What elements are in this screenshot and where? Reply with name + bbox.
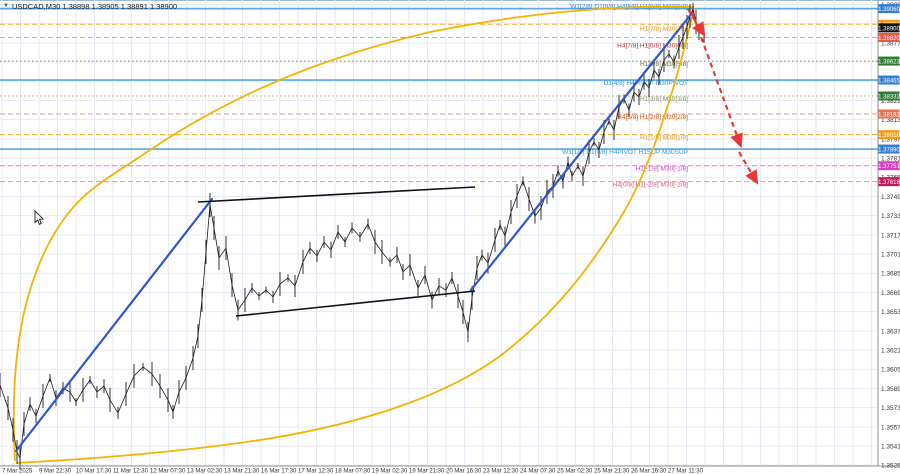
current-price-badge <box>878 23 900 33</box>
time-tick-label: 27 Mar 11:30 <box>668 469 704 474</box>
level-label: H1[1/8] M30[1/8] <box>640 135 688 142</box>
time-tick-label: 7 Mar 2025 <box>2 469 33 474</box>
price-tick-label: 1.35575 <box>881 424 900 431</box>
price-badge-text: 1.37618 <box>878 180 900 186</box>
chart-title: USDCAD,M30 1.38898 1.38905 1.38891 1.389… <box>11 1 178 11</box>
price-tick-label: 1.35895 <box>881 386 900 393</box>
forecast-arrow-3 <box>738 151 759 185</box>
price-badge <box>878 130 900 140</box>
price-badge <box>878 56 900 66</box>
price-badge <box>878 75 900 85</box>
channel-upper <box>197 186 476 203</box>
ellipse-overlay <box>12 5 695 464</box>
window-top-edge <box>0 0 900 1</box>
uptrend-left <box>14 197 214 453</box>
price-badge-text: 1.38623 <box>878 60 900 66</box>
ellipse-lower-arc <box>16 7 695 464</box>
price-badge-text: 1.37890 <box>878 148 900 154</box>
time-tick-label: 13 Mar 02:30 <box>187 469 223 474</box>
price-tick-label: 1.38295 <box>881 98 900 105</box>
price-tick-label: 1.37335 <box>881 213 900 220</box>
price-polyline <box>0 7 705 460</box>
time-tick-label: 13 Mar 21:30 <box>224 469 260 474</box>
forecast-arrow-2 <box>690 11 743 149</box>
time-tick-label: 11 Mar 12:30 <box>113 469 149 474</box>
time-tick-label: 19 Mar 21:30 <box>409 469 445 474</box>
price-badge <box>878 144 900 154</box>
chart-symbol-icon: ▼ <box>3 3 9 9</box>
mouse-cursor <box>34 210 45 225</box>
forecast-arrow-1 <box>687 8 706 37</box>
price-badge-text: 1.38010 <box>878 133 900 139</box>
price-badge-text: 1.38332 <box>878 95 900 101</box>
price-tick-label: 1.36215 <box>881 348 900 355</box>
price-badge-text: 1.37751 <box>878 164 900 170</box>
time-tick-label: 26 Mar 16:30 <box>631 469 667 474</box>
price-tick-label: 1.36695 <box>881 290 900 297</box>
time-tick-label: 18 Mar 07:30 <box>335 469 371 474</box>
price-tick-label: 1.35415 <box>881 444 900 451</box>
price-badge-text: 1.39060 <box>878 7 900 13</box>
price-badge <box>878 161 900 171</box>
chart-title-bar: ▼ USDCAD,M30 1.38898 1.38905 1.38891 1.3… <box>3 1 177 11</box>
level-label: H1[3/8] M30[3/8] <box>640 96 688 103</box>
level-label: H4[0/8] H1[-2/8] M30[-2/8] <box>613 182 688 189</box>
price-tick-label: 1.36855 <box>881 271 900 278</box>
time-tick-label: 20 Mar 16:30 <box>446 469 482 474</box>
time-tick-label: 23 Mar 12:30 <box>483 469 519 474</box>
price-tick-label: 1.35255 <box>881 463 900 470</box>
price-series <box>0 3 705 471</box>
price-tick-label: 1.36375 <box>881 328 900 335</box>
price-badge-text: 1.38182 <box>878 113 900 119</box>
level-label: H1[-1/8] M30[-1/8] <box>636 166 689 173</box>
level-label: H4[7/8] H1[6/8] M30[6/8] <box>617 42 688 49</box>
time-tick-label: 24 Mar 07:30 <box>520 469 556 474</box>
level-label: W1[1/8] D1[0/8] H4PIVOT H1SUP M30SUP <box>562 149 688 156</box>
time-tick-label: 16 Mar 17:30 <box>261 469 297 474</box>
price-badge <box>878 32 900 42</box>
level-label: H1[7/8] M30[7/8] <box>640 26 688 33</box>
trendline-overlays <box>14 11 694 453</box>
uptrend-right <box>469 11 694 292</box>
price-tick-label: 1.37175 <box>881 232 900 239</box>
forecast-arrows <box>687 8 759 185</box>
price-badges-layer: 1.390601.389301.388201.386231.384651.383… <box>878 4 900 187</box>
price-tick-label: 1.36535 <box>881 309 900 316</box>
price-tick-label: 1.36055 <box>881 367 900 374</box>
time-tick-label: 9 Mar 22:30 <box>39 469 72 474</box>
ellipse-upper-arc <box>12 5 695 462</box>
price-tick-label: 1.37975 <box>881 136 900 143</box>
channel-lower <box>235 290 476 317</box>
time-tick-label: 25 Mar 02:30 <box>557 469 593 474</box>
price-badge <box>878 4 900 14</box>
price-badge <box>878 177 900 187</box>
price-tick-label: 1.37015 <box>881 252 900 259</box>
time-tick-label: 10 Mar 17:30 <box>76 469 112 474</box>
price-tick-label: 1.35735 <box>881 405 900 412</box>
price-tick-label: 1.37815 <box>881 156 900 163</box>
grid-layer <box>0 0 878 466</box>
time-tick-label: 25 Mar 21:30 <box>594 469 630 474</box>
time-tick-label: 19 Mar 02:30 <box>372 469 408 474</box>
cursor-arrow <box>34 210 45 225</box>
price-tick-label: 1.38775 <box>881 40 900 47</box>
price-tick-label: 1.37495 <box>881 194 900 201</box>
time-tick-label: 17 Mar 12:30 <box>298 469 334 474</box>
price-badge-text: 1.38820 <box>878 36 900 42</box>
price-badge <box>878 91 900 101</box>
level-label: H4[5/8] H1[2/8] M30[2/8] <box>617 114 688 121</box>
time-tick-label: 12 Mar 07:30 <box>150 469 186 474</box>
price-tick-label: 1.38135 <box>881 117 900 124</box>
price-badge <box>878 109 900 119</box>
price-badge-text: 1.38465 <box>878 79 900 85</box>
current-price-badge-text: 1.38900 <box>878 26 900 32</box>
